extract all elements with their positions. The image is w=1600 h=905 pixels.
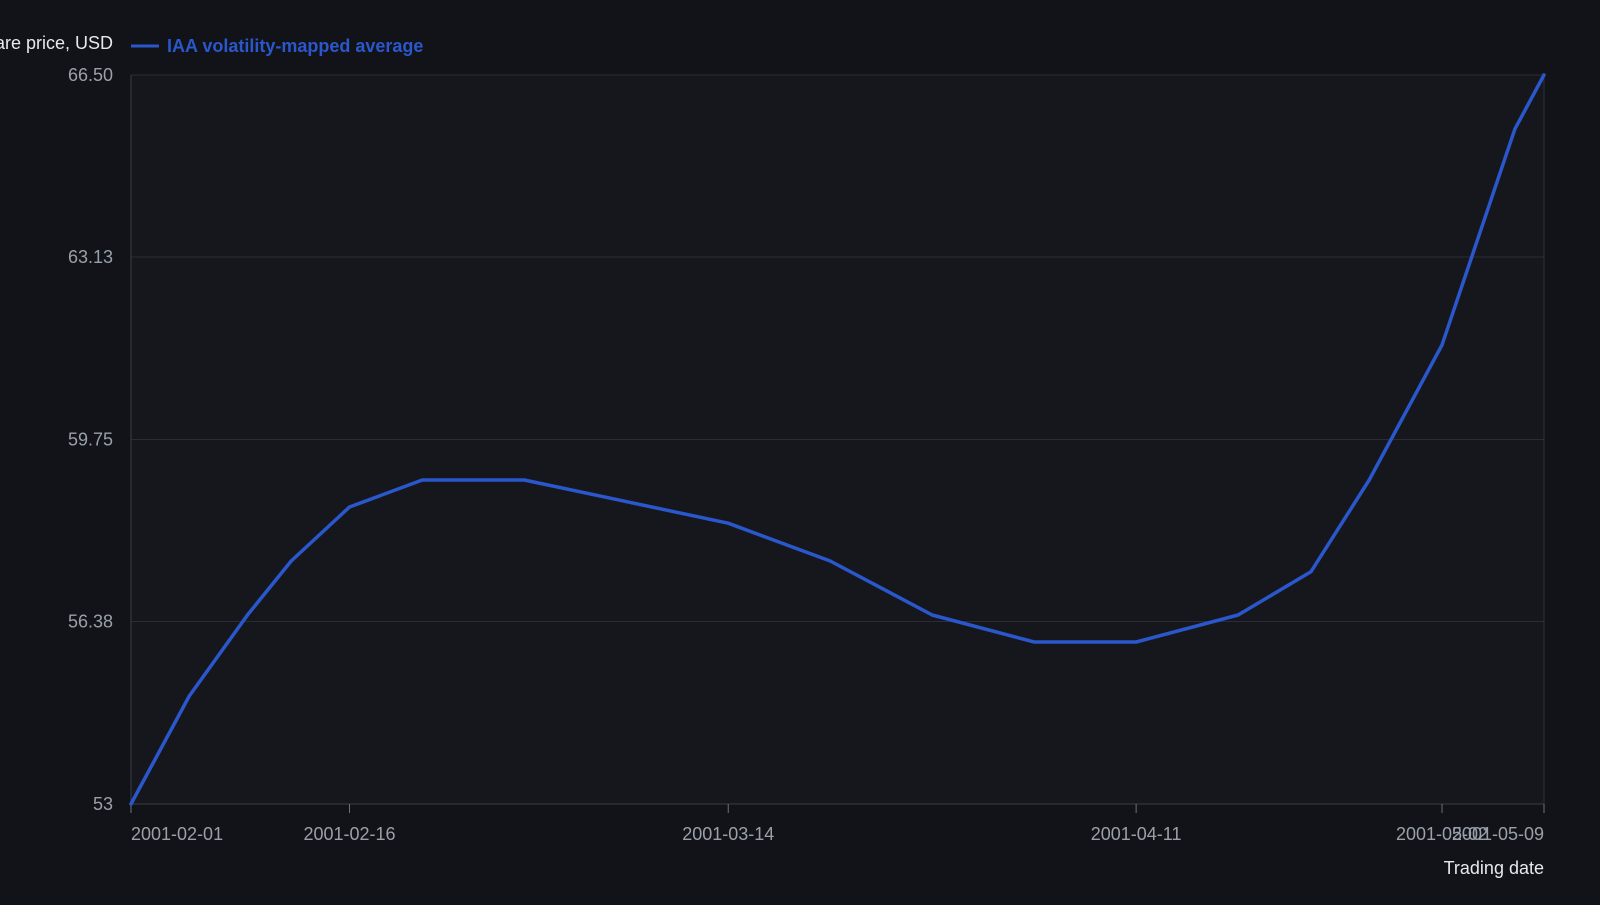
data-point — [1367, 478, 1371, 482]
legend-label: IAA volatility-mapped average — [167, 36, 423, 56]
data-point — [1309, 570, 1313, 574]
data-point — [522, 478, 526, 482]
x-tick-label: 2001-05-02 — [1396, 824, 1488, 844]
y-tick-label: 56.38 — [68, 611, 113, 631]
x-tick-label: 2001-03-14 — [682, 824, 774, 844]
x-tick-label: 2001-04-11 — [1091, 824, 1182, 844]
x-tick-label: 2001-02-16 — [303, 824, 395, 844]
axes: 53 56.38 59.75 63.13 66.50 2001-02-01 2001-02-… — [68, 65, 1545, 844]
data-point — [245, 613, 250, 617]
y-tick-label: 59.75 — [68, 430, 113, 450]
data-point — [289, 559, 293, 563]
data-point — [1236, 613, 1240, 617]
data-point — [347, 505, 352, 509]
data-point — [930, 613, 934, 617]
x-tick-label: 2001-02-01 — [131, 824, 223, 844]
y-tick-label: 63.13 — [68, 247, 113, 267]
y-tick-label: 53 — [93, 794, 113, 814]
data-point — [1032, 640, 1036, 644]
y-axis-label: Share price, USD — [0, 33, 113, 53]
data-point — [828, 559, 832, 563]
data-point — [187, 694, 191, 698]
data-point — [1440, 343, 1444, 347]
data-point — [624, 500, 628, 504]
data-point — [1542, 73, 1546, 77]
x-tick-label: 2001-05-09 — [1452, 824, 1544, 844]
data-point — [1134, 640, 1138, 644]
data-point — [129, 802, 133, 806]
data-point — [420, 478, 424, 482]
x-axis-label: Trading date — [1444, 858, 1544, 878]
data-point — [1513, 127, 1517, 131]
y-tick-label: 66.50 — [68, 65, 113, 85]
series — [129, 73, 1546, 806]
data-point — [726, 521, 730, 525]
legend: Share price, USD IAA volatility-mapped a… — [0, 33, 423, 56]
